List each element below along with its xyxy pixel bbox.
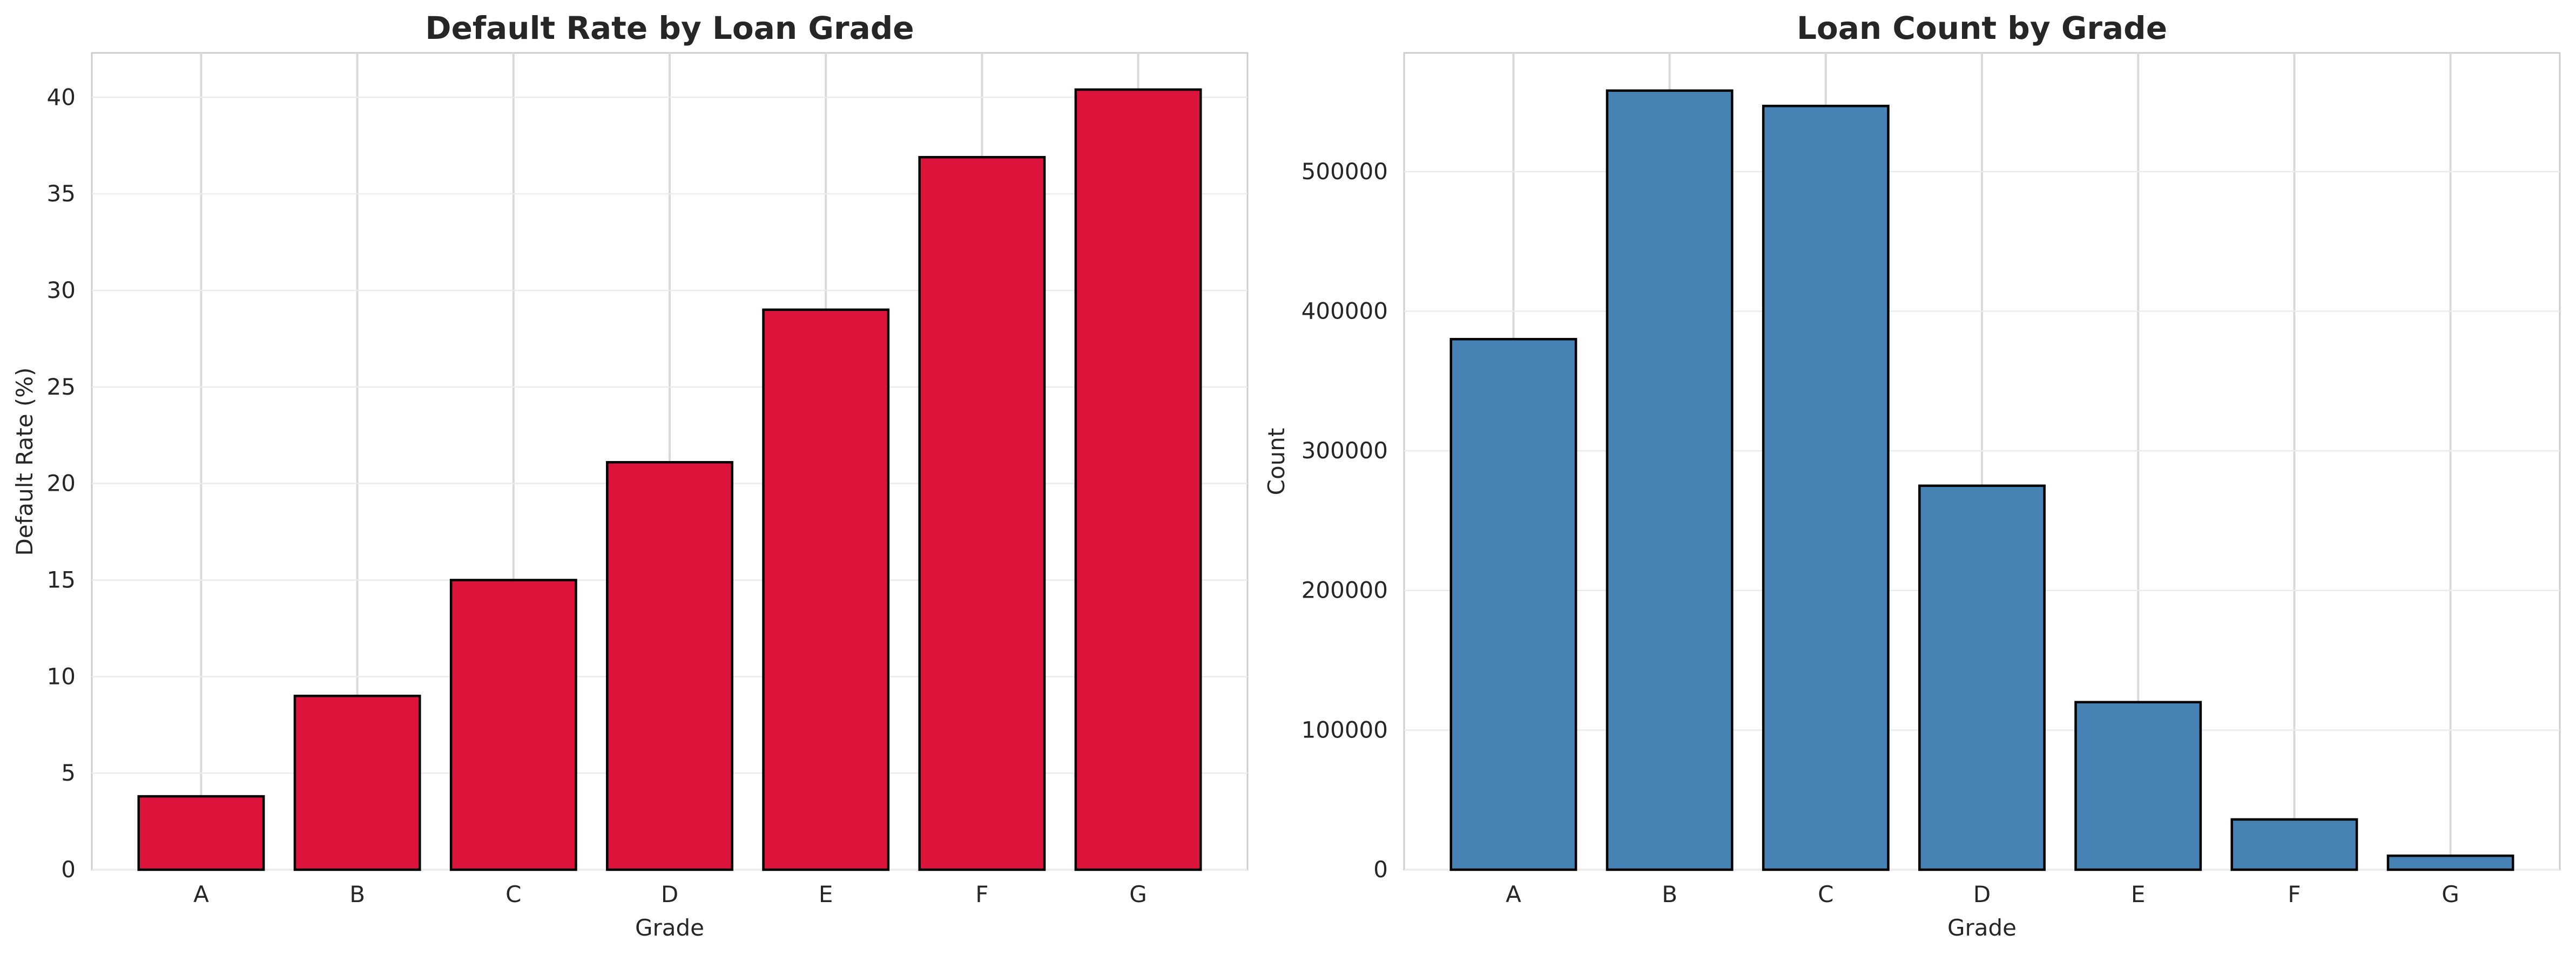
y-tick-label: 0	[1373, 856, 1388, 883]
x-tick-label: E	[819, 881, 833, 907]
x-tick-label: F	[2288, 881, 2301, 907]
x-tick-label: F	[975, 881, 988, 907]
x-tick-labels: A B C D E F G	[1506, 881, 2459, 907]
y-axis-label: Default Rate (%)	[11, 367, 38, 556]
y-tick-label: 35	[47, 180, 76, 207]
bar-a	[1449, 337, 1577, 871]
chart-title: Loan Count by Grade	[1797, 10, 2167, 46]
bar-e	[2074, 701, 2202, 871]
x-tick-label: D	[661, 881, 678, 907]
y-tick-label: 100000	[1302, 716, 1388, 743]
x-axis-label: Grade	[635, 915, 704, 941]
y-tick-labels: 0 100000 200000 300000 400000 500000	[1302, 158, 1388, 883]
x-tick-label: C	[1818, 881, 1833, 907]
x-tick-label: C	[505, 881, 521, 907]
bar-e	[762, 308, 890, 871]
bar-b	[293, 694, 421, 871]
bar-d	[1918, 484, 2046, 871]
y-tick-label: 20	[47, 470, 76, 497]
bar-f	[2230, 818, 2358, 871]
x-axis-label: Grade	[1947, 915, 2017, 941]
y-tick-label: 15	[47, 566, 76, 593]
bar-b	[1606, 89, 1734, 871]
y-tick-label: 30	[47, 277, 76, 303]
bar-a	[137, 795, 265, 871]
bar-g	[1074, 88, 1202, 871]
y-tick-label: 200000	[1302, 577, 1388, 604]
x-tick-label: B	[1662, 881, 1677, 907]
y-tick-label: 0	[61, 856, 76, 883]
y-tick-label: 40	[47, 84, 76, 110]
y-tick-label: 5	[61, 760, 76, 786]
bar-d	[606, 461, 733, 871]
bars	[1449, 89, 2514, 871]
y-axis-label: Count	[1263, 428, 1290, 496]
bars	[137, 88, 1202, 871]
default-rate-chart: 0 5 10 15 20 25 30 35 40 A B C D E F G Default Rate by…	[11, 10, 1249, 941]
x-tick-label: A	[193, 881, 209, 907]
bar-c	[449, 579, 577, 871]
y-tick-label: 25	[47, 374, 76, 400]
x-tick-label: G	[2442, 881, 2459, 907]
x-tick-labels: A B C D E F G	[193, 881, 1147, 907]
y-tick-label: 300000	[1302, 437, 1388, 464]
x-tick-label: B	[349, 881, 365, 907]
y-tick-label: 10	[47, 663, 76, 689]
x-tick-label: E	[2131, 881, 2146, 907]
y-tick-labels: 0 5 10 15 20 25 30 35 40	[47, 84, 76, 883]
y-tick-label: 400000	[1302, 297, 1388, 324]
bar-c	[1762, 105, 1890, 871]
bar-g	[2386, 854, 2514, 871]
x-tick-label: D	[1973, 881, 1991, 907]
chart-title: Default Rate by Loan Grade	[425, 10, 914, 46]
y-tick-label: 500000	[1302, 158, 1388, 185]
bar-f	[918, 155, 1046, 871]
x-tick-label: G	[1129, 881, 1147, 907]
x-tick-label: A	[1506, 881, 1521, 907]
